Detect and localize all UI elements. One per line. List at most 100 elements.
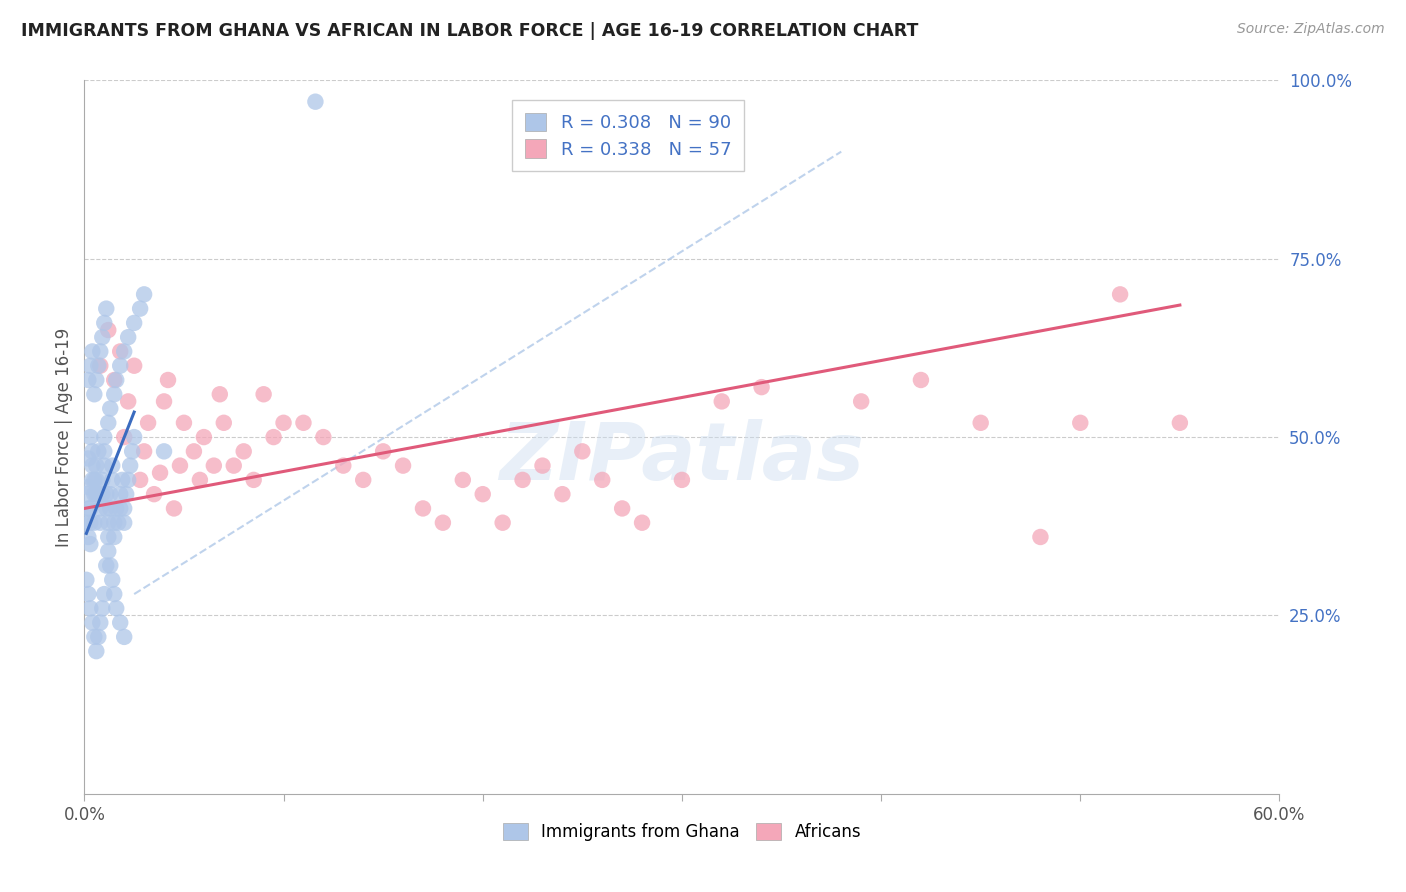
Africans (188, 473, 211, 487)
Africans (492, 516, 515, 530)
Africans (1069, 416, 1091, 430)
Africans (512, 473, 534, 487)
Africans (710, 394, 733, 409)
Africans (222, 458, 245, 473)
Immigrants from Ghana (96, 558, 118, 573)
Immigrants from Ghana (93, 430, 115, 444)
Africans (97, 323, 120, 337)
Africans (212, 416, 235, 430)
Immigrants from Ghana (79, 537, 101, 551)
Text: Source: ZipAtlas.com: Source: ZipAtlas.com (1237, 22, 1385, 37)
Immigrants from Ghana (122, 316, 145, 330)
Africans (103, 373, 125, 387)
Immigrants from Ghana (87, 444, 110, 458)
Immigrants from Ghana (117, 330, 139, 344)
Immigrants from Ghana (98, 487, 121, 501)
Africans (273, 416, 295, 430)
Immigrants from Ghana (91, 487, 114, 501)
Immigrants from Ghana (96, 487, 118, 501)
Immigrants from Ghana (103, 530, 125, 544)
Africans (412, 501, 434, 516)
Africans (551, 487, 574, 501)
Text: IMMIGRANTS FROM GHANA VS AFRICAN IN LABOR FORCE | AGE 16-19 CORRELATION CHART: IMMIGRANTS FROM GHANA VS AFRICAN IN LABO… (21, 22, 918, 40)
Immigrants from Ghana (89, 501, 111, 516)
Text: ZIPatlas: ZIPatlas (499, 419, 865, 498)
Immigrants from Ghana (77, 587, 100, 601)
Africans (612, 501, 634, 516)
Immigrants from Ghana (79, 516, 101, 530)
Immigrants from Ghana (117, 473, 139, 487)
Immigrants from Ghana (87, 359, 110, 373)
Africans (352, 473, 374, 487)
Africans (292, 416, 315, 430)
Immigrants from Ghana (75, 516, 97, 530)
Africans (1109, 287, 1132, 301)
Immigrants from Ghana (304, 95, 326, 109)
Immigrants from Ghana (103, 387, 125, 401)
Africans (132, 444, 156, 458)
Africans (751, 380, 773, 394)
Africans (232, 444, 254, 458)
Immigrants from Ghana (77, 480, 100, 494)
Immigrants from Ghana (79, 359, 101, 373)
Africans (193, 430, 215, 444)
Africans (671, 473, 693, 487)
Y-axis label: In Labor Force | Age 16-19: In Labor Force | Age 16-19 (55, 327, 73, 547)
Immigrants from Ghana (105, 601, 128, 615)
Africans (169, 458, 191, 473)
Africans (451, 473, 474, 487)
Immigrants from Ghana (103, 516, 125, 530)
Immigrants from Ghana (101, 473, 124, 487)
Immigrants from Ghana (87, 630, 110, 644)
Africans (153, 394, 176, 409)
Africans (591, 473, 613, 487)
Legend: Immigrants from Ghana, Africans: Immigrants from Ghana, Africans (495, 815, 869, 850)
Immigrants from Ghana (79, 601, 101, 615)
Africans (143, 487, 166, 501)
Immigrants from Ghana (82, 344, 104, 359)
Immigrants from Ghana (96, 501, 118, 516)
Immigrants from Ghana (112, 344, 135, 359)
Immigrants from Ghana (89, 615, 111, 630)
Immigrants from Ghana (101, 458, 124, 473)
Africans (122, 359, 145, 373)
Immigrants from Ghana (93, 587, 115, 601)
Africans (432, 516, 454, 530)
Immigrants from Ghana (86, 644, 108, 658)
Africans (173, 416, 195, 430)
Africans (117, 394, 139, 409)
Immigrants from Ghana (110, 487, 132, 501)
Immigrants from Ghana (96, 301, 118, 316)
Immigrants from Ghana (75, 573, 97, 587)
Immigrants from Ghana (91, 473, 114, 487)
Immigrants from Ghana (111, 473, 134, 487)
Immigrants from Ghana (77, 373, 100, 387)
Immigrants from Ghana (77, 501, 100, 516)
Immigrants from Ghana (86, 473, 108, 487)
Immigrants from Ghana (83, 387, 105, 401)
Immigrants from Ghana (93, 444, 115, 458)
Immigrants from Ghana (77, 451, 100, 466)
Immigrants from Ghana (122, 430, 145, 444)
Immigrants from Ghana (93, 316, 115, 330)
Africans (149, 466, 172, 480)
Africans (136, 416, 159, 430)
Africans (970, 416, 993, 430)
Africans (89, 359, 111, 373)
Immigrants from Ghana (79, 430, 101, 444)
Africans (1168, 416, 1191, 430)
Immigrants from Ghana (110, 359, 132, 373)
Immigrants from Ghana (86, 458, 108, 473)
Immigrants from Ghana (98, 558, 121, 573)
Immigrants from Ghana (82, 473, 104, 487)
Africans (332, 458, 354, 473)
Africans (851, 394, 873, 409)
Immigrants from Ghana (110, 615, 132, 630)
Immigrants from Ghana (86, 487, 108, 501)
Immigrants from Ghana (110, 501, 132, 516)
Immigrants from Ghana (89, 516, 111, 530)
Immigrants from Ghana (91, 601, 114, 615)
Africans (312, 430, 335, 444)
Immigrants from Ghana (129, 301, 152, 316)
Immigrants from Ghana (83, 516, 105, 530)
